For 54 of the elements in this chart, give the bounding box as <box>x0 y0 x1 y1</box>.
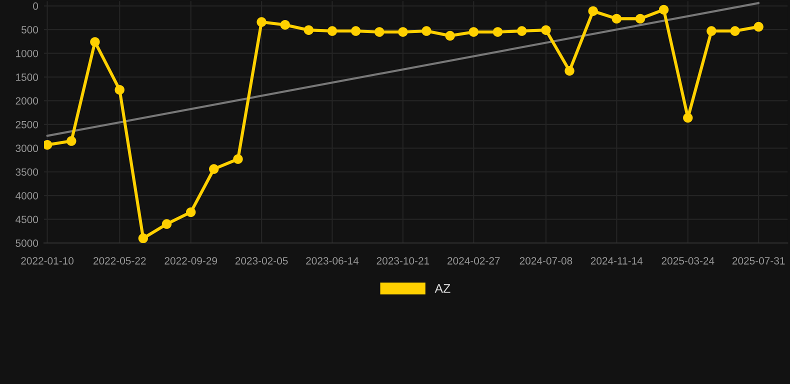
point <box>492 27 503 37</box>
point <box>162 219 172 229</box>
point <box>588 6 598 16</box>
x-tick-label: 2022-09-29 <box>164 257 218 265</box>
point <box>209 164 219 174</box>
y-tick-label: 2000 <box>16 97 38 105</box>
point <box>683 112 693 123</box>
x-tick-label: 2025-03-24 <box>662 257 714 265</box>
y-tick-label: 5000 <box>16 240 38 247</box>
y-tick-label: 0 <box>33 2 38 10</box>
point <box>280 20 290 30</box>
point <box>138 233 148 243</box>
point <box>730 26 740 36</box>
point <box>327 26 338 36</box>
point <box>114 84 124 95</box>
x-tick-label: 2025-07-31 <box>732 257 785 265</box>
point <box>564 66 574 76</box>
point <box>706 26 716 36</box>
point <box>422 26 432 36</box>
x-tick-label: 2023-02-05 <box>235 257 288 265</box>
point <box>398 27 408 37</box>
point <box>445 30 455 41</box>
point <box>90 37 100 47</box>
y-tick-label: 1000 <box>16 50 38 58</box>
point <box>350 26 361 36</box>
x-tick-label: 2024-02-27 <box>448 257 500 265</box>
point <box>304 25 314 35</box>
point <box>468 27 478 37</box>
point <box>516 26 527 36</box>
y-tick-label: 3000 <box>16 144 38 152</box>
x-tick-label: 2023-06-14 <box>306 257 359 265</box>
y-tick-label: 4500 <box>16 216 38 224</box>
y-tick-label: 3500 <box>16 168 38 176</box>
point <box>233 154 243 164</box>
point <box>256 17 266 27</box>
x-tick-label: 2022-05-22 <box>94 257 146 265</box>
point <box>635 14 646 24</box>
legend-label: AZ <box>434 284 450 293</box>
y-tick-label: 1500 <box>16 74 38 81</box>
x-tick-label: 2022-01-10 <box>21 257 74 265</box>
point <box>44 140 52 150</box>
x-tick-label: 2024-11-14 <box>590 257 643 265</box>
point <box>612 14 622 24</box>
point <box>186 207 196 218</box>
point <box>754 22 764 32</box>
point <box>658 4 669 15</box>
y-tick-label: 500 <box>21 26 38 34</box>
point <box>374 27 384 37</box>
x-tick-label: 2023-10-21 <box>376 257 430 265</box>
point <box>66 136 76 146</box>
x-tick-label: 2024-07-08 <box>520 257 572 265</box>
y-tick-label: 4000 <box>16 192 38 200</box>
point <box>541 25 551 35</box>
y-tick-label: 2500 <box>16 120 38 128</box>
